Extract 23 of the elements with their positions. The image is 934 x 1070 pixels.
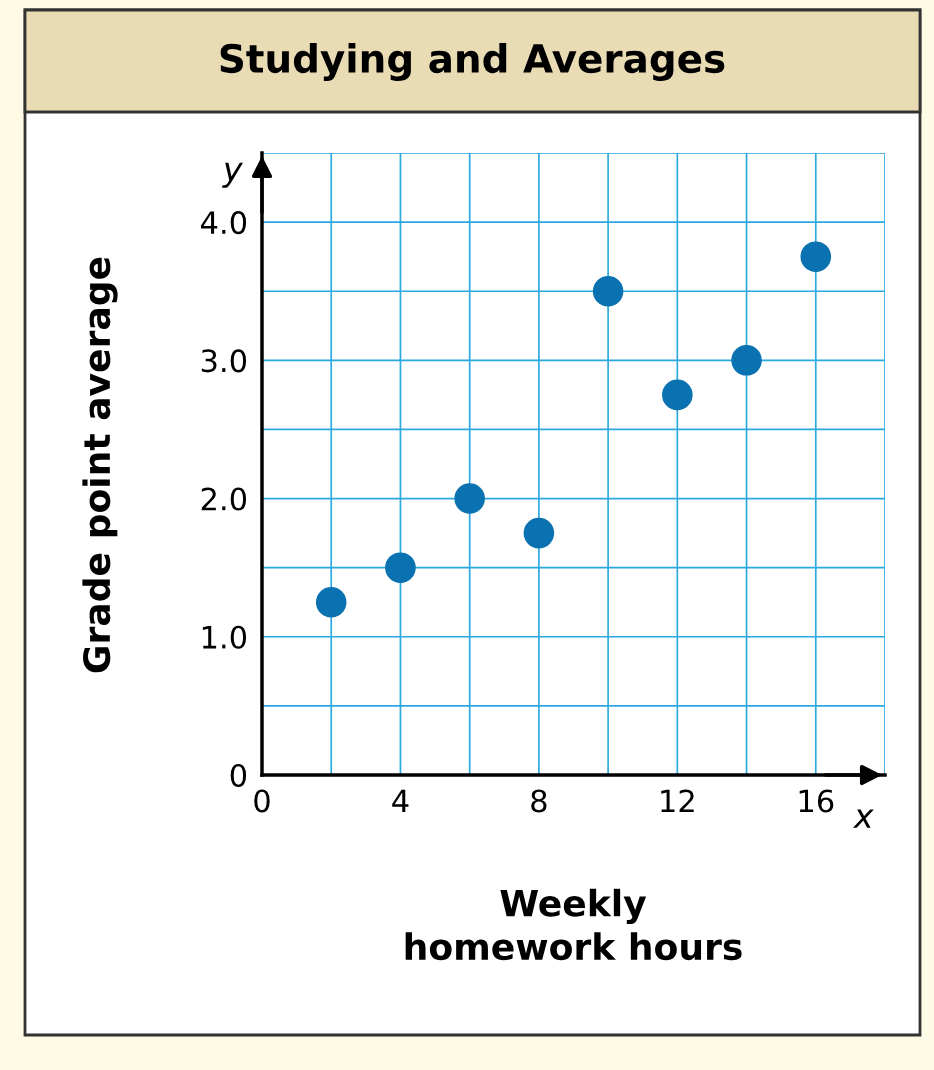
x-tick-label: 16: [799, 789, 834, 813]
x-tick-label: 0: [254, 789, 270, 813]
point: [454, 483, 485, 514]
y-tick-label: 2.0: [201, 487, 247, 511]
x-axis-title: Weekly homework hours: [405, 888, 742, 961]
y-tick-label: 1.0: [202, 625, 247, 649]
x-tick-label: 8: [531, 789, 547, 813]
point: [592, 275, 624, 307]
y-tick-label: 4.0: [201, 211, 247, 235]
x-tick-label: 4: [392, 789, 409, 813]
point: [662, 379, 693, 411]
y-axis-title: Grade point average: [82, 257, 118, 673]
point: [731, 345, 762, 376]
y-tick-label: 3.0: [201, 349, 247, 373]
point: [315, 586, 347, 618]
point: [523, 517, 555, 549]
chart-title: Studying and Averages: [220, 43, 725, 81]
text: x: [852, 809, 874, 828]
point: [385, 552, 416, 583]
text: y: [222, 162, 243, 188]
y-tick-label: 0: [230, 763, 247, 788]
x-tick-label: 12: [661, 789, 694, 813]
point: [800, 241, 832, 272]
